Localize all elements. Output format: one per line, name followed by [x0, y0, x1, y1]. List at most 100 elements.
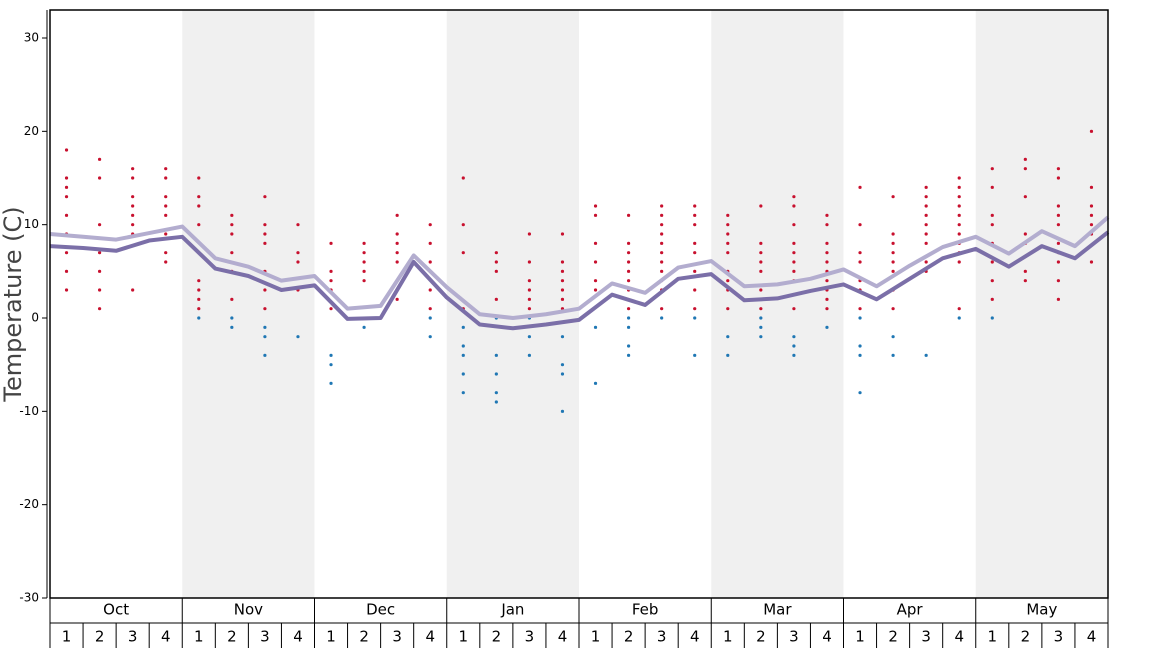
temp-dot	[626, 213, 631, 217]
week-label: 2	[624, 628, 634, 646]
temp-dot	[395, 251, 399, 255]
temp-dot	[527, 353, 532, 357]
temp-dot	[329, 269, 333, 273]
temp-dot	[593, 325, 598, 329]
temp-dot	[792, 251, 796, 255]
temp-dot	[428, 335, 432, 339]
temp-dot	[660, 269, 664, 273]
temp-dot	[726, 223, 730, 227]
temp-dot	[660, 213, 664, 217]
temp-dot	[1056, 204, 1061, 208]
temp-dot	[1023, 157, 1027, 161]
temp-dot	[362, 269, 366, 273]
temp-dot	[759, 325, 763, 329]
temp-dot	[197, 176, 201, 180]
month-shade	[711, 10, 844, 598]
temp-dot	[329, 363, 333, 367]
temp-dot	[626, 269, 631, 273]
temp-dot	[131, 204, 135, 208]
temp-dot	[759, 251, 763, 255]
temp-dot	[197, 195, 201, 199]
temp-dot	[626, 251, 631, 255]
temp-dot	[164, 167, 168, 171]
temp-dot	[362, 251, 366, 255]
temp-dot	[1056, 213, 1061, 217]
temp-dot	[263, 241, 267, 245]
temp-dot	[164, 251, 168, 255]
temp-dot	[461, 176, 465, 180]
temp-dot	[64, 195, 69, 199]
temp-dot	[726, 251, 730, 255]
temp-dot	[660, 307, 664, 311]
temp-line	[49, 215, 1110, 320]
week-label: 4	[293, 628, 303, 646]
temp-dot	[825, 223, 829, 227]
week-label: 4	[954, 628, 964, 646]
temp-dot	[759, 260, 763, 264]
temp-dot	[461, 391, 465, 395]
temp-dot	[759, 204, 763, 208]
week-label: 3	[260, 628, 270, 646]
week-label: 4	[558, 628, 568, 646]
temp-dot	[97, 176, 102, 180]
week-label: 4	[425, 628, 435, 646]
temp-dot	[858, 391, 862, 395]
temp-dot	[626, 325, 631, 329]
temp-dot	[64, 185, 69, 189]
temp-dot	[1056, 241, 1061, 245]
temp-dot	[560, 269, 565, 273]
temp-dot	[593, 241, 598, 245]
month-label: Nov	[234, 601, 263, 619]
temp-dot	[131, 176, 135, 180]
temp-dot	[494, 251, 498, 255]
temp-dot	[197, 288, 201, 292]
temp-dot	[131, 288, 135, 292]
temp-dot	[395, 241, 399, 245]
week-label: 2	[492, 628, 502, 646]
temp-dot	[957, 232, 961, 236]
temp-dot	[858, 223, 862, 227]
temp-dot	[296, 335, 300, 339]
temp-dot	[891, 307, 895, 311]
temp-dot	[64, 148, 69, 152]
temp-dot	[428, 241, 432, 245]
week-label: 4	[690, 628, 700, 646]
temp-dot	[362, 241, 366, 245]
temp-dot	[64, 288, 69, 292]
temp-dot	[197, 307, 201, 311]
temp-dot	[164, 232, 168, 236]
temp-dot	[296, 251, 300, 255]
temp-dot	[329, 307, 333, 311]
temp-dot	[626, 260, 631, 264]
temp-dot	[957, 204, 961, 208]
temp-dot	[626, 353, 631, 357]
temp-dot	[693, 269, 697, 273]
temp-dot	[164, 176, 168, 180]
temp-dot	[1089, 204, 1094, 208]
temp-dot	[1056, 279, 1061, 283]
week-label: 1	[723, 628, 733, 646]
temp-dot	[428, 288, 432, 292]
temp-dot	[527, 260, 532, 264]
temp-dot	[825, 251, 829, 255]
temp-dot	[494, 297, 498, 301]
temp-dot	[660, 316, 664, 320]
temp-dot	[197, 204, 201, 208]
temp-dot	[1023, 195, 1027, 199]
y-tick-label: 20	[24, 124, 39, 138]
temp-line	[49, 230, 1110, 331]
month-label: Jan	[500, 601, 524, 619]
temp-dot	[626, 344, 631, 348]
temp-dot	[560, 335, 565, 339]
week-label: 1	[326, 628, 336, 646]
week-label: 2	[1021, 628, 1031, 646]
temp-dot	[1023, 269, 1027, 273]
temp-dot	[858, 251, 862, 255]
temp-dot	[891, 353, 895, 357]
temp-dot	[1023, 167, 1027, 171]
temp-dot	[593, 288, 598, 292]
temp-dot	[792, 260, 796, 264]
temp-dot	[990, 316, 994, 320]
temp-dot	[1089, 129, 1094, 133]
temp-dot	[296, 223, 300, 227]
